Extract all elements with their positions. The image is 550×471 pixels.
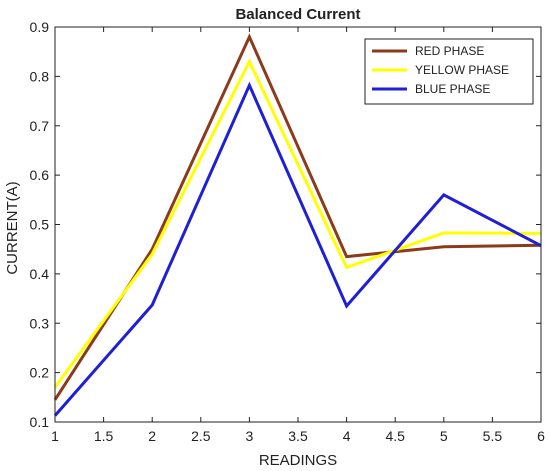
y-axis-label: CURRENT(A) <box>4 181 21 274</box>
x-tick-label: 3.5 <box>288 428 308 444</box>
y-tick-label: 0.3 <box>30 315 50 331</box>
x-tick-label: 2 <box>148 428 156 444</box>
x-axis-label: READINGS <box>259 452 337 469</box>
x-tick-label: 1 <box>51 428 59 444</box>
legend-label: RED PHASE <box>415 44 484 58</box>
x-tick-label: 4 <box>343 428 351 444</box>
ticks-layer: 1 1.5 2 2.5 3 3.5 4 4.5 5 5.5 6 0.1 0.2 0.3 0.4 0.5 0.6 0… <box>30 19 546 444</box>
x-tick-label: 2.5 <box>191 428 211 444</box>
series-layer <box>53 33 542 417</box>
y-tick-label: 0.6 <box>30 167 50 183</box>
y-tick-label: 0.4 <box>30 266 50 282</box>
x-tick-label: 4.5 <box>385 428 405 444</box>
chart-title: Balanced Current <box>235 6 360 23</box>
y-tick-label: 0.2 <box>30 365 50 381</box>
x-tick-label: 5.5 <box>483 428 503 444</box>
legend-label: BLUE PHASE <box>415 82 490 96</box>
y-tick-label: 0.5 <box>30 217 50 233</box>
x-tick-label: 6 <box>537 428 545 444</box>
legend-label: YELLOW PHASE <box>415 63 509 77</box>
x-tick-label: 3 <box>246 428 254 444</box>
y-tick-label: 0.1 <box>30 414 50 430</box>
series-line-3 <box>53 81 542 417</box>
y-tick-label: 0.8 <box>30 68 50 84</box>
series-line-2 <box>53 58 542 389</box>
x-tick-label: 5 <box>440 428 448 444</box>
legend: RED PHASE YELLOW PHASE BLUE PHASE <box>364 38 534 105</box>
y-tick-label: 0.7 <box>30 118 50 134</box>
y-tick-label: 0.9 <box>30 19 50 35</box>
x-tick-label: 1.5 <box>94 428 114 444</box>
